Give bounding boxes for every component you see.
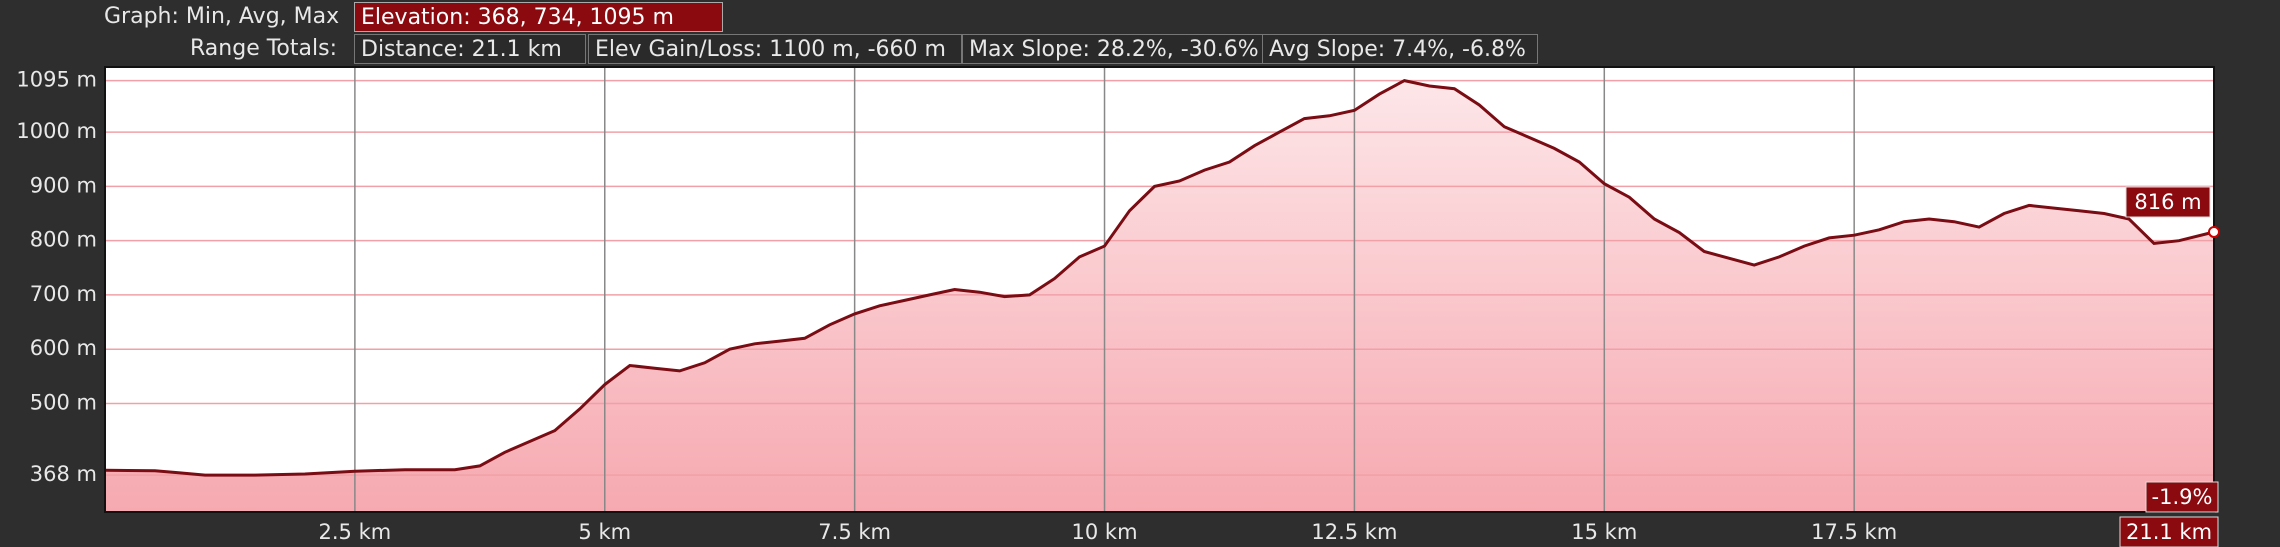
plot-border — [104, 66, 2215, 513]
y-tick-label: 500 m — [30, 390, 97, 414]
y-tick-label: 700 m — [30, 282, 97, 306]
gain-loss-total: Elev Gain/Loss: 1100 m, -660 m — [588, 34, 962, 64]
cursor-slope: -1.9% — [2152, 485, 2213, 509]
elevation-line — [104, 79, 2215, 477]
cursor-distance-box — [2119, 516, 2219, 547]
max-slope: Max Slope: 28.2%, -30.6% — [962, 34, 1270, 64]
x-tick-label: 2.5 km — [319, 520, 392, 544]
y-tick-label: 600 m — [30, 336, 97, 360]
cursor-elevation-box — [2125, 186, 2211, 218]
graph-label: Graph: Min, Avg, Max — [104, 4, 340, 29]
distance-total: Distance: 21.1 km — [354, 34, 586, 64]
y-tick-label: 1095 m — [16, 68, 97, 92]
cursor-distance: 21.1 km — [2126, 520, 2212, 544]
x-tick-label: 5 km — [578, 520, 631, 544]
y-tick-label: 1000 m — [16, 119, 97, 143]
y-tick-label: 900 m — [30, 173, 97, 197]
x-tick-label: 17.5 km — [1811, 520, 1897, 544]
elevation-summary: Elevation: 368, 734, 1095 m — [354, 2, 723, 32]
x-tick-label: 10 km — [1072, 520, 1138, 544]
x-tick-label: 12.5 km — [1311, 520, 1397, 544]
range-label: Range Totals: — [190, 36, 337, 61]
y-tick-label: 368 m — [30, 462, 97, 486]
x-tick-label: 15 km — [1571, 520, 1637, 544]
y-tick-label: 800 m — [30, 228, 97, 252]
avg-slope: Avg Slope: 7.4%, -6.8% — [1262, 34, 1538, 64]
cursor-slope-box — [2145, 481, 2219, 513]
cursor-elevation: 816 m — [2134, 190, 2201, 214]
cursor-point — [2208, 225, 2220, 238]
x-tick-label: 7.5 km — [818, 520, 891, 544]
